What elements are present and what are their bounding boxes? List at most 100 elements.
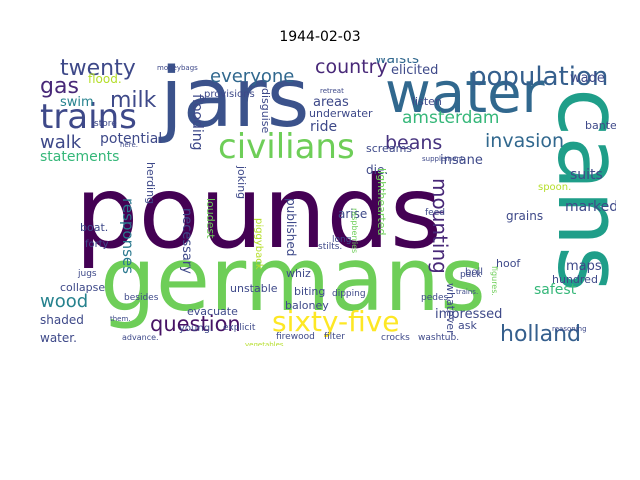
cloud-word: wood (40, 291, 89, 312)
cloud-word: long (332, 235, 352, 245)
cloud-word: invasion (485, 130, 565, 152)
cloud-word: whatever (444, 283, 457, 335)
cloud-word: screams (366, 142, 413, 155)
cloud-word: boil (465, 267, 484, 278)
cloud-word: population (470, 62, 609, 92)
word-cloud: pounds germans cans jars water civilians train… (40, 58, 616, 346)
cloud-word: mounting (428, 178, 452, 274)
cloud-word: figures. (490, 266, 499, 296)
cloud-word: advance. (122, 333, 159, 342)
cloud-word: washtub. (418, 333, 460, 343)
cloud-word: here. (120, 141, 138, 149)
cloud-word: forty (85, 239, 109, 250)
cloud-word: store (94, 119, 117, 129)
cloud-word: shaded (40, 313, 84, 327)
cloud-word: underwater (309, 107, 373, 120)
cloud-word: walk (40, 132, 82, 153)
cloud-word: safest (534, 282, 577, 298)
cloud-word: pack (460, 270, 482, 280)
cloud-word: country (315, 58, 388, 78)
cloud-word: dipping (332, 289, 366, 299)
cloud-word: question (150, 312, 241, 336)
cloud-word: flood. (88, 72, 122, 86)
cloud-word: hoof (496, 257, 521, 270)
cloud-word: insane (440, 153, 483, 168)
cloud-word: loudest (204, 198, 217, 239)
cloud-word: impressed (435, 307, 503, 322)
cloud-word: unstable (230, 282, 278, 295)
cloud-word: everyone (210, 66, 295, 87)
cloud-word: sixty-five (272, 305, 400, 338)
cloud-word: raspberries (350, 208, 359, 254)
cloud-word: boat. (80, 221, 109, 234)
cloud-word: moneybags (157, 64, 198, 72)
cloud-word: ride (310, 119, 338, 135)
cloud-word: water. (40, 331, 77, 345)
cloud-word: published (284, 198, 298, 257)
cloud-word: evacuate (187, 305, 238, 318)
cloud-word: hundred (552, 273, 598, 286)
cloud-word: them. (110, 315, 131, 323)
cloud-word: provisions (204, 89, 255, 100)
cloud-word: ask (458, 319, 477, 332)
cloud-word: jars (160, 58, 310, 146)
cloud-word: die. (366, 163, 389, 177)
cloud-word: crocks (381, 333, 410, 343)
cloud-word: swim (60, 95, 94, 110)
cloud-word: milk (110, 88, 157, 113)
cloud-word: disguise (259, 88, 272, 134)
cloud-word: wade (570, 71, 605, 86)
cloud-word: retreat (320, 87, 344, 95)
cloud-word: jugs (78, 269, 97, 279)
cloud-word: back. (141, 58, 160, 60)
cloud-word: pedes (421, 293, 449, 303)
cloud-word: twenty (60, 58, 136, 81)
cloud-word: reasoning (552, 325, 587, 333)
cloud-word: stilts. (318, 242, 343, 252)
cloud-word: necessary (179, 208, 194, 274)
cloud-word: listen (412, 95, 442, 108)
cloud-word: potential (100, 131, 163, 147)
cloud-word: whiz (286, 267, 311, 280)
cloud-word: beans (385, 132, 443, 154)
figure-title: 1944-02-03 (279, 29, 361, 45)
cloud-word: grains (506, 209, 544, 223)
cloud-word: herding (144, 162, 157, 205)
cloud-word: baloney (285, 299, 329, 312)
cloud-word: trains. (456, 288, 479, 296)
cloud-word: besides (124, 293, 159, 303)
cloud-word: pounds (75, 154, 442, 271)
cloud-word: feed (425, 208, 445, 218)
cloud-word: marked (565, 199, 616, 215)
cloud-word: responses (119, 198, 137, 274)
cloud-word: firewood (276, 332, 315, 342)
cloud-word: amsterdam (402, 108, 500, 128)
cloud-word: water (385, 61, 545, 126)
cloud-word: collapse (60, 281, 106, 294)
cloud-word: civilians (218, 127, 355, 167)
cloud-word: joking (235, 166, 248, 200)
cloud-word: vegetables. (245, 341, 286, 347)
cloud-word: trains (40, 97, 137, 137)
cloud-word: areas (313, 95, 349, 110)
cloud-word: germans (100, 228, 486, 331)
cloud-word: piggyback (253, 218, 264, 270)
cloud-word: filter (324, 332, 345, 342)
cloud-word: statements (40, 149, 120, 165)
cloud-word: storeroom. (64, 58, 102, 60)
cloud-word: suits (570, 167, 603, 183)
cloud-word: maps (566, 259, 602, 274)
cloud-word: waists (375, 58, 419, 67)
cloud-word: young. (179, 323, 214, 334)
cloud-word: spoon. (538, 182, 572, 193)
cloud-word: arise (338, 207, 368, 221)
cloud-word: gas (40, 74, 79, 99)
cloud-word: explicit (223, 323, 256, 333)
cloud-word: lighthearted (375, 168, 388, 236)
cloud-word: supplement (422, 155, 464, 163)
cloud-word: holland (500, 322, 582, 346)
cloud-word: elicited (391, 63, 439, 78)
cloud-word: banter (585, 119, 616, 132)
cloud-word: flooding (189, 94, 205, 151)
